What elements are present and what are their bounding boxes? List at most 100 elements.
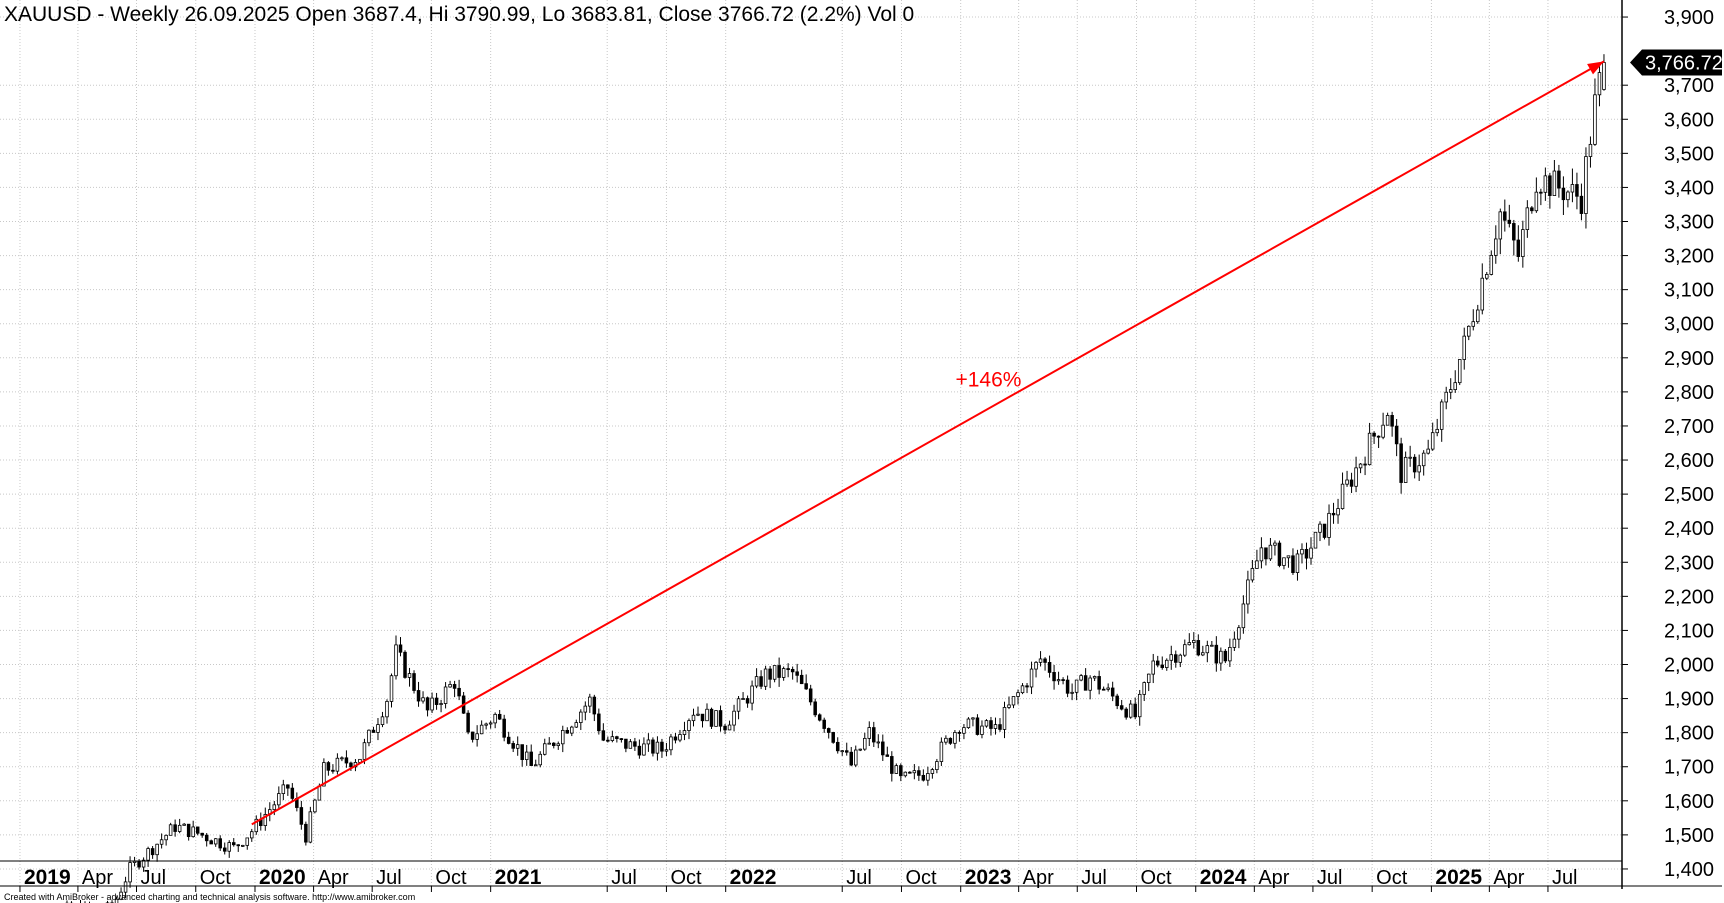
- candle-body: [637, 745, 642, 756]
- candle-body: [1552, 170, 1557, 196]
- candle-body: [1403, 456, 1408, 483]
- x-month-label: Oct: [1376, 867, 1408, 889]
- candle-body: [1372, 432, 1376, 437]
- candle-body: [1318, 523, 1322, 533]
- y-tick-label: 2,500: [1664, 484, 1714, 506]
- candle-body: [317, 785, 322, 801]
- candle-body: [1548, 175, 1552, 196]
- x-month-label: Apr: [318, 867, 349, 889]
- candle-body: [250, 831, 254, 839]
- candle-body: [299, 807, 304, 825]
- candle-body: [394, 644, 398, 677]
- candle-body: [1534, 191, 1539, 212]
- candle-body: [195, 826, 200, 834]
- candle-body: [1196, 640, 1201, 656]
- candle-body: [1232, 638, 1237, 648]
- candle-body: [1273, 542, 1277, 546]
- candle-body: [222, 847, 227, 852]
- candle-body: [844, 750, 849, 753]
- candle-body: [1255, 560, 1259, 569]
- y-tick-label: 1,600: [1664, 791, 1714, 813]
- y-tick-label: 2,400: [1664, 518, 1714, 540]
- candle-body: [759, 676, 763, 687]
- y-tick-label: 3,100: [1664, 280, 1714, 302]
- candle-body: [1466, 325, 1471, 337]
- trend-arrow-head: [1587, 61, 1604, 75]
- candle-body: [1110, 687, 1115, 697]
- candle-body: [308, 811, 313, 843]
- candle-body: [1430, 432, 1435, 450]
- candle-body: [1340, 483, 1345, 510]
- candle-body: [1056, 679, 1061, 682]
- candle-body: [1336, 508, 1340, 516]
- candle-body: [1295, 553, 1300, 573]
- candle-body: [1584, 156, 1588, 214]
- candle-body: [624, 738, 628, 749]
- candle-body: [322, 762, 326, 787]
- candle-body: [655, 741, 660, 754]
- candle-body: [1016, 692, 1020, 697]
- candle-body: [1345, 479, 1349, 485]
- candle-body: [1376, 435, 1381, 438]
- x-month-label: Jul: [846, 867, 872, 889]
- candle-body: [1485, 274, 1489, 279]
- candle-body: [998, 724, 1002, 730]
- candle-body: [1358, 463, 1363, 469]
- candle-body: [1453, 382, 1457, 390]
- candle-body: [926, 773, 930, 781]
- candle-body: [1142, 682, 1146, 695]
- candle-body: [989, 720, 993, 729]
- candle-body: [1444, 391, 1448, 403]
- candle-body: [831, 732, 835, 743]
- x-month-label: Oct: [200, 867, 232, 889]
- candle-body: [1201, 652, 1205, 656]
- candle-body: [1133, 703, 1137, 718]
- candle-body: [908, 771, 912, 774]
- candle-body: [1115, 695, 1119, 707]
- candle-body: [1394, 425, 1399, 445]
- candle-body: [457, 687, 461, 697]
- candle-body: [542, 743, 547, 755]
- candle-body: [619, 738, 624, 740]
- candle-body: [475, 733, 479, 740]
- candle-body: [858, 748, 863, 751]
- trend-arrow-label: +146%: [955, 369, 1021, 392]
- candle-body: [1079, 675, 1083, 681]
- candle-body: [804, 683, 808, 690]
- candle-body: [1602, 62, 1606, 90]
- candle-body: [1390, 415, 1394, 427]
- candle-body: [380, 716, 385, 725]
- candle-body: [146, 848, 150, 861]
- candle-body: [443, 686, 448, 704]
- candle-body: [1282, 557, 1286, 566]
- candle-body: [385, 701, 389, 718]
- candle-body: [993, 724, 998, 729]
- candle-body: [790, 668, 795, 673]
- candle-body: [421, 697, 425, 702]
- candle-body: [362, 742, 367, 760]
- candle-body: [1417, 465, 1421, 473]
- candle-body: [953, 732, 957, 744]
- candle-body: [935, 761, 939, 770]
- y-tick-label: 3,300: [1664, 212, 1714, 234]
- candle-body: [186, 823, 191, 838]
- candle-body: [777, 665, 781, 678]
- candle-body: [894, 765, 899, 774]
- candle-body: [1597, 72, 1602, 96]
- candle-body: [502, 718, 506, 738]
- candle-body: [479, 724, 484, 735]
- candle-body: [191, 826, 195, 838]
- candle-body: [709, 708, 714, 727]
- candle-body: [561, 729, 565, 745]
- candle-body: [615, 736, 619, 739]
- candle-body: [1408, 456, 1412, 459]
- last-price-marker: [1630, 49, 1722, 76]
- candle-body: [732, 710, 736, 726]
- candle-body: [488, 722, 493, 725]
- candle-body: [1043, 658, 1047, 663]
- candle-body: [506, 736, 511, 744]
- candle-body: [570, 726, 574, 734]
- candle-body: [1579, 195, 1584, 214]
